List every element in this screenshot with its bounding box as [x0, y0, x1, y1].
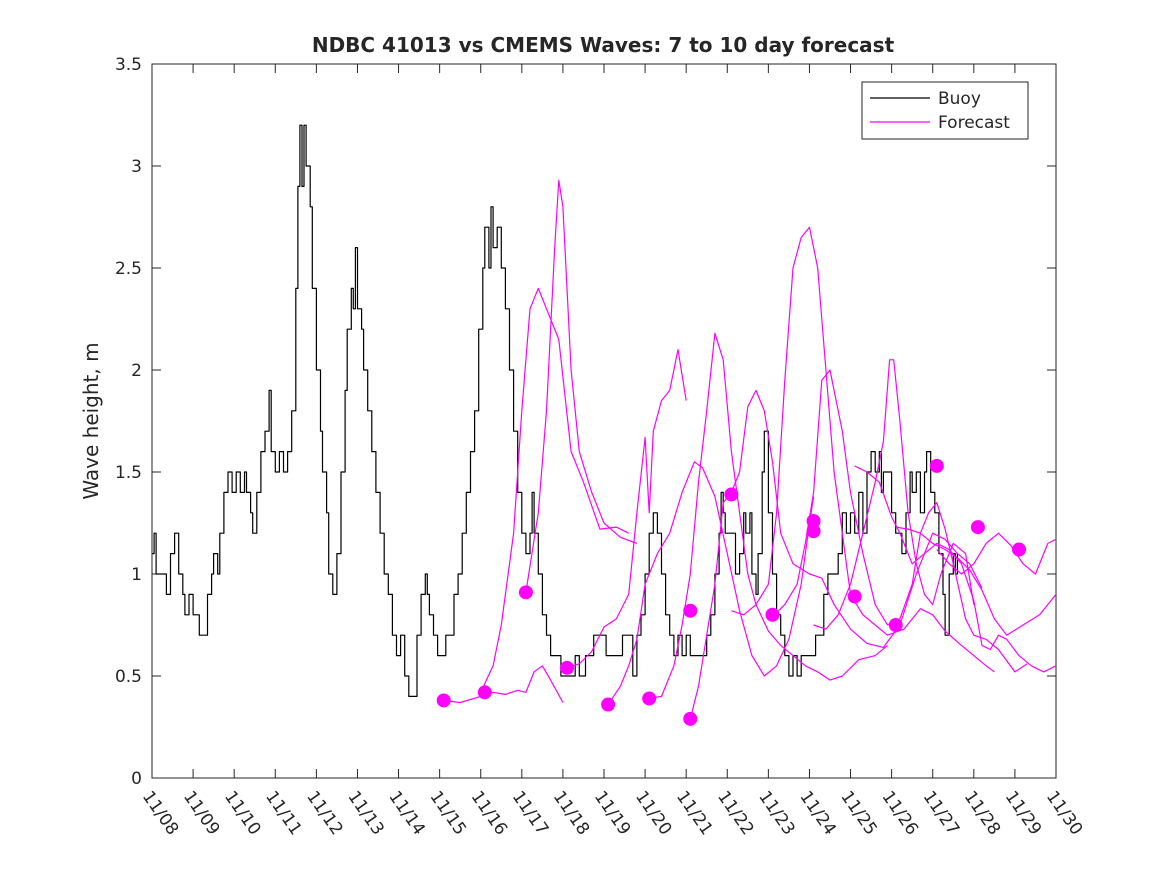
forecast-start-marker — [1012, 542, 1027, 557]
legend-label: Buoy — [938, 89, 981, 109]
y-tick-label: 1 — [131, 565, 142, 585]
y-axis-label: Wave height, m — [79, 342, 103, 499]
y-tick-label: 1.5 — [115, 463, 142, 483]
forecast-start-marker — [888, 618, 903, 632]
y-tick-label: 2 — [131, 361, 142, 381]
forecast-series-line — [689, 389, 983, 719]
forecast-series-line — [731, 226, 995, 673]
forecast-series-line — [480, 287, 629, 693]
forecast-series-line — [936, 532, 1057, 575]
forecast-start-marker — [477, 685, 492, 700]
plot-area: 00.511.522.533.5 11/0811/0911/1011/1111/… — [115, 55, 1086, 839]
forecast-start-marker — [929, 458, 944, 473]
y-axis: 0 0.5 1 1.5 2 2.5 3 3.5 — [115, 55, 1056, 789]
legend: Buoy Forecast — [861, 81, 1029, 140]
legend-label: Forecast — [938, 113, 1010, 133]
forecast-series-line — [895, 526, 1057, 636]
series-layer — [152, 124, 1057, 719]
forecast-start-marker — [724, 487, 739, 502]
y-tick-label: 0 — [131, 769, 142, 789]
y-tick-label: 3.5 — [115, 55, 142, 75]
y-tick-label: 3 — [131, 157, 142, 177]
forecast-series-line — [566, 349, 687, 669]
forecast-start-marker — [970, 520, 985, 535]
forecast-start-marker — [436, 693, 451, 708]
forecast-start-marker — [683, 711, 698, 726]
forecast-start-marker — [642, 691, 657, 706]
forecast-start-marker — [683, 603, 698, 618]
forecast-series-line — [607, 461, 815, 705]
forecast-series-line — [813, 359, 975, 630]
forecast-series-line — [854, 465, 1057, 673]
forecast-start-marker — [806, 524, 821, 539]
axes-box — [151, 63, 1057, 779]
forecast-series-line — [525, 179, 638, 593]
y-tick-label: 0.5 — [115, 667, 142, 687]
marker-layer — [436, 458, 1027, 726]
y-tick-label: 2.5 — [115, 259, 142, 279]
forecast-start-marker — [847, 589, 862, 604]
legend-box — [861, 81, 1029, 140]
buoy-series-line — [152, 124, 958, 697]
forecast-series-line — [443, 665, 564, 704]
chart-title: NDBC 41013 vs CMEMS Waves: 7 to 10 day f… — [312, 33, 895, 57]
forecast-series-line — [649, 332, 888, 699]
forecast-start-marker — [560, 660, 575, 675]
forecast-start-marker — [601, 697, 616, 712]
forecast-start-marker — [765, 607, 780, 622]
forecast-series-line — [772, 369, 1028, 673]
forecast-start-marker — [518, 585, 533, 600]
